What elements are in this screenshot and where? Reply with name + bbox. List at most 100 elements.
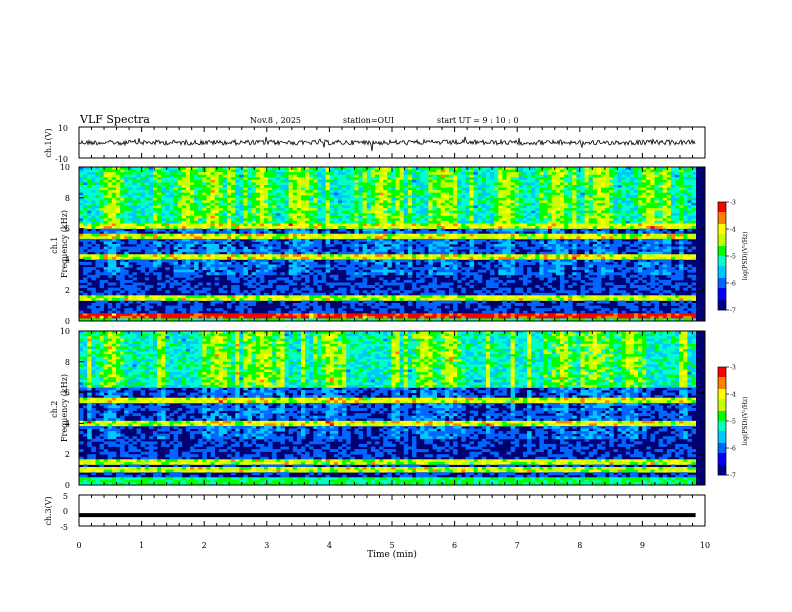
spectrogram-cell: [379, 303, 384, 306]
spectrogram-cell: [391, 315, 396, 319]
spectrogram-cell: [325, 259, 331, 263]
spectrogram-cell: [494, 236, 499, 240]
spectrogram-cell: [354, 238, 359, 242]
spectrogram-cell: [346, 313, 351, 317]
spectrogram-cell: [165, 254, 170, 258]
spectrogram-cell: [152, 246, 158, 250]
spectrogram-cell: [350, 256, 355, 260]
spectrogram-cell: [350, 305, 355, 309]
spectrogram-cell: [416, 215, 421, 219]
spectrogram-cell: [420, 254, 425, 258]
spectrogram-cell: [132, 254, 137, 258]
spectrogram-cell: [280, 297, 285, 301]
spectrogram-cell: [189, 215, 195, 219]
spectrogram-cell: [333, 282, 339, 286]
spectrogram-cell: [383, 231, 388, 235]
spectrogram-cell: [498, 254, 503, 258]
spectrogram-cell: [485, 200, 491, 204]
spectrogram-cell: [379, 318, 384, 322]
spectrogram-cell: [251, 187, 257, 191]
spectrogram-cell: [124, 246, 129, 250]
spectrogram-cell: [177, 272, 183, 276]
spectrogram-cell: [206, 308, 211, 312]
spectrogram-cell: [436, 190, 442, 194]
spectrogram-cell: [136, 282, 142, 286]
spectrogram-cell: [403, 233, 409, 237]
spectrogram-cell: [490, 187, 495, 191]
spectrogram-cell: [354, 249, 359, 253]
spectrogram-cell: [243, 226, 248, 229]
spectrogram-cell: [202, 215, 207, 219]
spectrogram-cell: [79, 184, 84, 188]
spectrogram-cell: [485, 244, 491, 247]
spectrogram-cell: [91, 228, 96, 232]
spectrogram-cell: [136, 174, 142, 178]
spectrogram-cell: [313, 208, 318, 212]
spectrogram-cell: [144, 305, 150, 309]
spectrogram-cell: [325, 238, 331, 242]
spectrogram-cell: [440, 256, 446, 260]
spectrogram-cell: [411, 167, 417, 170]
spectrogram-cell: [448, 261, 454, 265]
spectrogram-cell: [366, 315, 372, 319]
spectrogram-cell: [251, 182, 257, 186]
spectrogram-cell: [366, 182, 372, 186]
spectrogram-cell: [107, 295, 113, 299]
spectrogram-cell: [292, 277, 298, 281]
spectrogram-cell: [79, 310, 84, 314]
spectrogram-cell: [161, 236, 166, 240]
spectrogram-cell: [346, 192, 351, 196]
spectrogram-cell: [362, 220, 368, 224]
spectrogram-cell: [354, 261, 359, 265]
spectrogram-cell: [222, 261, 228, 265]
spectrogram-cell: [317, 187, 322, 191]
spectrogram-cell: [161, 167, 166, 170]
spectrogram-cell: [91, 287, 96, 291]
spectrogram-cell: [144, 308, 150, 312]
spectrogram-cell: [494, 285, 499, 289]
spectrogram-cell: [346, 172, 351, 176]
ch1-ytick-bottom: -10: [55, 155, 68, 164]
spectrogram-cell: [247, 315, 253, 319]
spectrogram-cell: [243, 233, 248, 237]
spectrogram-cell: [157, 297, 162, 301]
spectrogram-cell: [481, 295, 487, 299]
spectrogram-cell: [453, 213, 458, 217]
spectrogram-cell: [440, 264, 446, 268]
spectrogram-cell: [498, 205, 503, 209]
spectrogram-cell: [399, 174, 405, 178]
spectrogram-cell: [362, 313, 368, 317]
spectrogram-cell: [366, 215, 372, 219]
spectrogram-cell: [342, 295, 347, 299]
spectrogram-cell: [411, 282, 417, 286]
spectrogram-cell: [198, 274, 203, 278]
spectrogram-cell: [444, 259, 450, 263]
spectrogram-cell: [136, 205, 142, 209]
spectrogram-cell: [448, 269, 454, 273]
spectrogram-cell: [461, 179, 466, 183]
spectrogram-cell: [300, 256, 306, 260]
spectrogram-cell: [218, 290, 224, 294]
spectrogram-cell: [111, 226, 117, 229]
spectrogram-cell: [255, 215, 261, 219]
spectrogram-cell: [288, 197, 294, 201]
spectrogram-cell: [333, 274, 339, 278]
spectrogram-cell: [222, 218, 228, 222]
spectrogram-cell: [424, 190, 429, 194]
spectrogram-cell: [83, 213, 88, 217]
spectrogram-cell: [411, 318, 417, 322]
spectrogram-cell: [218, 200, 224, 204]
spectrogram-cell: [185, 192, 191, 196]
spectrogram-cell: [502, 233, 507, 237]
spectrogram-cell: [399, 241, 405, 245]
spectrogram-cell: [177, 184, 183, 188]
spectrogram-cell: [103, 169, 109, 173]
spectrogram-cell: [152, 172, 158, 176]
spectrogram-cell: [383, 208, 388, 212]
spectrogram-cell: [95, 187, 100, 191]
spectrogram-cell: [453, 200, 458, 204]
spectrogram-cell: [95, 172, 100, 176]
spectrogram-cell: [120, 259, 125, 263]
spectrogram-cell: [432, 226, 438, 229]
spectrogram-cell: [317, 305, 322, 309]
